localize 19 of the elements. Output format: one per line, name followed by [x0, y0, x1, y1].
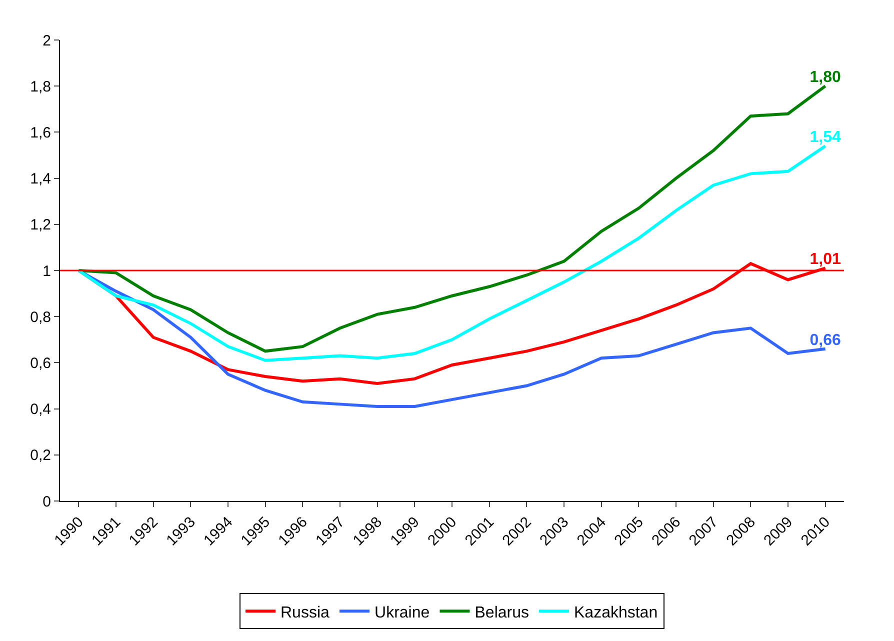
- y-tick-label: 1,6: [30, 124, 51, 142]
- y-tick-label: 0: [42, 493, 51, 510]
- legend-label: Belarus: [474, 604, 529, 622]
- y-tick-label: 2: [42, 32, 51, 50]
- y-tick-label: 0,6: [30, 354, 51, 372]
- data-label: 0,66: [810, 332, 841, 349]
- legend-label: Ukraine: [374, 604, 430, 622]
- y-tick-label: 1: [42, 262, 51, 280]
- data-label: 1,01: [810, 251, 841, 268]
- y-tick-label: 0,2: [30, 447, 51, 464]
- y-tick-label: 0,4: [30, 401, 51, 418]
- y-tick-label: 1,2: [30, 216, 51, 234]
- y-tick-label: 1,8: [30, 78, 51, 96]
- y-tick-label: 1,4: [30, 170, 51, 188]
- data-label: 1,54: [810, 129, 841, 146]
- data-label: 1,80: [810, 69, 841, 86]
- legend-label: Kazakhstan: [574, 604, 658, 622]
- y-tick-label: 0,8: [30, 308, 51, 326]
- legend-label: Russia: [280, 604, 330, 622]
